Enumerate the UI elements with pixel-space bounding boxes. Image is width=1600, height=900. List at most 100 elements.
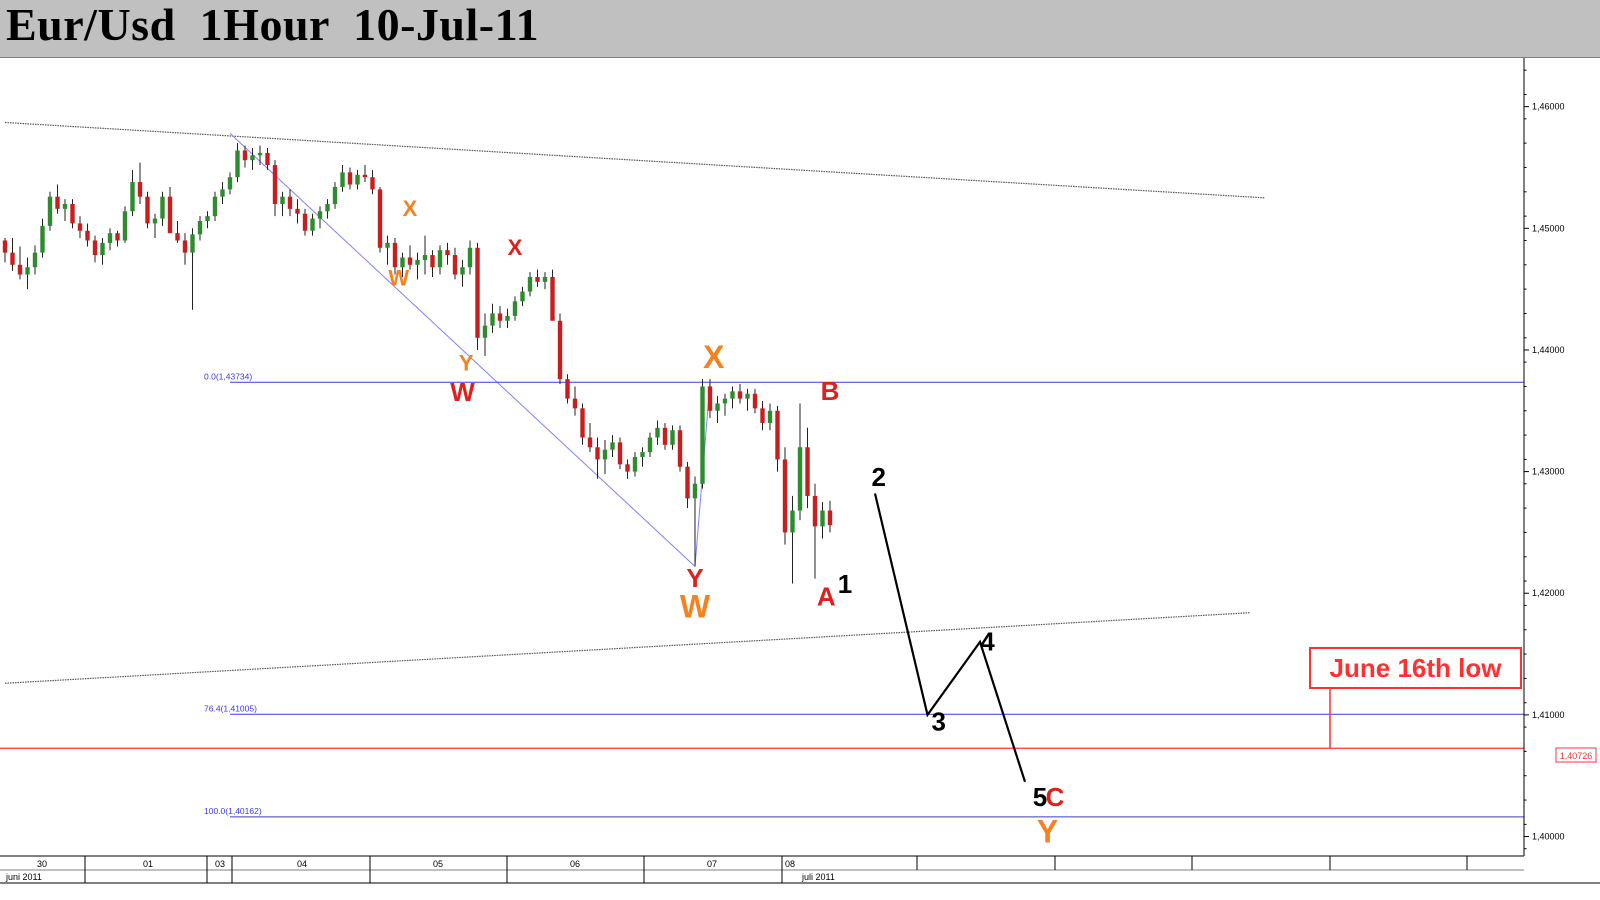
candle-body <box>542 276 548 282</box>
wave-label: Y <box>1037 814 1058 850</box>
candle-body <box>715 403 720 411</box>
candle-body <box>572 398 578 409</box>
candle-body <box>152 218 158 224</box>
candle-body <box>167 196 173 234</box>
candle-body <box>505 315 510 321</box>
candle-body <box>227 177 233 190</box>
candle-body <box>340 172 345 187</box>
candle-body <box>752 393 758 409</box>
wave-label: W <box>450 377 475 407</box>
candle-body <box>302 213 308 231</box>
callout-box <box>1309 647 1522 689</box>
y-tick-label: 1,41000 <box>1532 710 1565 720</box>
fib-label: 76.4(1,41005) <box>204 703 257 713</box>
candle-body <box>190 234 195 253</box>
candle-body <box>55 196 60 209</box>
wave-label: B <box>821 376 840 406</box>
callout-text: June 16th low <box>1330 653 1503 683</box>
wave-label: X <box>403 196 418 221</box>
candle-body <box>692 483 698 499</box>
candle-body <box>550 276 555 321</box>
candle-body <box>760 408 765 423</box>
candle-body <box>647 437 653 453</box>
chart-header: Eur/Usd 1Hour 10-Jul-11 <box>0 0 1600 58</box>
candle-body <box>107 233 113 243</box>
candle-body <box>362 174 368 178</box>
candle-body <box>355 174 360 185</box>
x-tick-label: 03 <box>215 859 225 869</box>
y-tick-label: 1,46000 <box>1532 102 1565 112</box>
candle-body <box>415 259 420 265</box>
x-tick-label: 04 <box>297 859 307 869</box>
axes: 1,40000 1,41000 1,42000 1,43000 1,44000 1,450… <box>0 58 1600 884</box>
candle-body <box>92 240 98 256</box>
candle-body <box>655 427 660 438</box>
wave-label: 3 <box>932 707 946 737</box>
wave-label: X <box>508 235 523 260</box>
candle-body <box>25 267 30 275</box>
candle-body <box>512 301 518 316</box>
fib-label: 0.0(1,43734) <box>204 371 252 381</box>
candle-body <box>317 211 323 219</box>
candle-body <box>197 221 203 235</box>
y-tick-label: 1,42000 <box>1532 588 1565 598</box>
candle-body <box>820 510 825 527</box>
y-tick-label: 1,45000 <box>1532 223 1565 233</box>
candle-body <box>475 247 480 338</box>
candle-body <box>377 189 383 248</box>
candle-body <box>257 152 263 156</box>
candle-body <box>242 150 248 161</box>
wave-label: W <box>680 589 711 625</box>
candle-body <box>272 165 278 204</box>
candle-body <box>235 150 240 178</box>
candle-body <box>422 255 428 260</box>
wave-label: A <box>817 581 836 611</box>
candle-body <box>400 257 405 268</box>
candle-body <box>482 325 488 338</box>
trendline <box>4 121 1266 199</box>
trendline <box>229 133 696 567</box>
wave-label: 1 <box>838 569 852 599</box>
plot-area <box>0 58 1524 856</box>
candle-body <box>2 240 8 253</box>
candle-body <box>332 186 338 204</box>
candle-body <box>662 427 668 445</box>
candle-body <box>730 391 735 399</box>
fib-levels: 0.0(1,43734) 76.4(1,41005) 100.0(1,40162) J… <box>0 371 1524 818</box>
candle-body <box>220 189 225 197</box>
candle-body <box>407 257 413 265</box>
candle-body <box>250 155 255 161</box>
y-tick-label: 1,44000 <box>1532 345 1565 355</box>
candle-body <box>535 276 540 282</box>
candle-body <box>595 447 600 460</box>
chart-title: Eur/Usd 1Hour 10-Jul-11 <box>6 0 540 50</box>
candle-body <box>280 196 285 204</box>
projection-path <box>873 493 1027 783</box>
candle-body <box>520 291 525 302</box>
candle-body <box>467 247 473 268</box>
wave-label: 4 <box>980 626 995 656</box>
wave-label: C <box>1046 782 1065 812</box>
candle-body <box>47 196 53 226</box>
candle-body <box>640 452 645 457</box>
x-tick-label: 07 <box>707 859 717 869</box>
wave-label: X <box>703 339 725 375</box>
candle-body <box>392 242 398 268</box>
candle-body <box>745 393 750 399</box>
candle-body <box>812 495 818 527</box>
x-tick-label: 08 <box>785 859 795 869</box>
candle-body <box>775 410 780 460</box>
candle-body <box>85 230 90 241</box>
candle-body <box>310 218 315 231</box>
candle-body <box>497 313 503 321</box>
candle-body <box>490 313 495 326</box>
candle-body <box>700 386 705 484</box>
wave-projection <box>873 493 1027 783</box>
candle-body <box>557 320 563 380</box>
candle-body <box>17 264 23 275</box>
candle-body <box>610 442 615 450</box>
candle-body <box>460 267 465 275</box>
fib-label: 100.0(1,40162) <box>204 806 262 816</box>
candle-body <box>70 203 75 224</box>
